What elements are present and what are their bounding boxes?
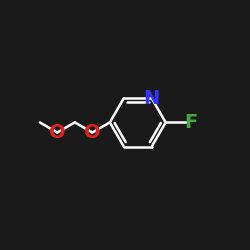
Text: O: O [84,123,101,142]
Text: F: F [184,113,197,132]
Text: O: O [49,123,66,142]
Text: N: N [144,89,160,108]
